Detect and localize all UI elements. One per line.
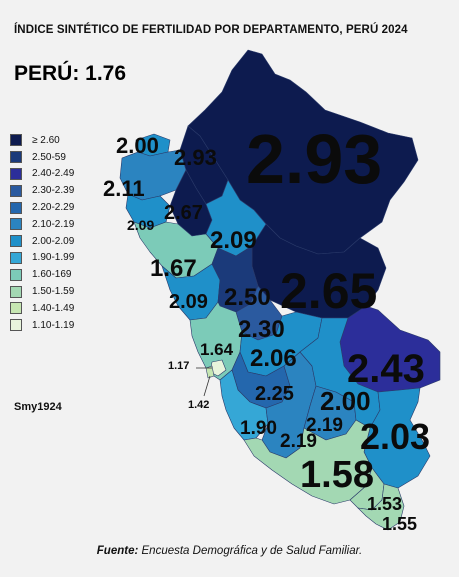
- label-lima-provincias: 1.64: [200, 340, 234, 359]
- legend-label: 1.90-1.99: [32, 252, 75, 264]
- label-huancavelica: 2.25: [255, 383, 294, 405]
- legend-swatch: [10, 235, 22, 248]
- source-prefix: Fuente:: [96, 545, 139, 557]
- legend-item: ≥ 2.60: [10, 132, 74, 149]
- legend-label: 2.10-2.19: [32, 218, 75, 230]
- national-value: PERÚ: 1.76: [14, 62, 127, 85]
- label-huanuco: 2.50: [224, 284, 271, 311]
- legend-item: 1.90-1.99: [10, 250, 74, 267]
- label-ucayali: 2.65: [280, 263, 377, 319]
- label-lima-metropolitana: 1.17: [168, 360, 189, 372]
- legend-item: 2.30-2.39: [10, 182, 74, 199]
- label-ancash: 2.09: [169, 291, 208, 313]
- label-piura: 2.11: [103, 176, 145, 201]
- label-callao: 1.42: [188, 399, 209, 411]
- region-callao: [205, 365, 215, 379]
- legend-item: 2.00-2.09: [10, 233, 74, 250]
- legend-swatch: [10, 167, 22, 180]
- legend-label: ≥ 2.60: [32, 134, 60, 146]
- legend-item: 2.20-2.29: [10, 199, 74, 216]
- label-cusco: 2.00: [320, 386, 371, 416]
- legend-swatch: [10, 134, 22, 147]
- label-amazonas: 2.93: [174, 145, 217, 170]
- label-apurimac: 2.19: [306, 415, 343, 436]
- label-ayacucho: 2.19: [280, 431, 317, 452]
- legend-label: 2.50-59: [32, 151, 66, 163]
- legend-swatch: [10, 184, 22, 197]
- legend-item: 2.10-2.19: [10, 216, 74, 233]
- legend-label: 1.60-169: [32, 269, 72, 281]
- region-san-martin: [205, 179, 267, 257]
- legend: ≥ 2.60 2.50-59 2.40-2.49 2.30-2.39 2.20-2.29…: [10, 132, 74, 334]
- source-note: Fuente: Encuesta Demográfica y de Salud …: [0, 545, 459, 557]
- label-tacna: 1.55: [382, 514, 417, 534]
- legend-swatch: [10, 251, 22, 264]
- region-ica: [219, 369, 269, 441]
- legend-label: 2.20-2.29: [32, 202, 75, 214]
- legend-item: 1.50-1.59: [10, 283, 74, 300]
- leader-callao: [203, 375, 211, 397]
- label-junin: 2.06: [250, 345, 297, 372]
- label-arequipa: 1.58: [300, 454, 374, 496]
- label-san-martin: 2.09: [210, 227, 257, 254]
- legend-swatch: [10, 268, 22, 281]
- source-text: Encuesta Demográfica y de Salud Familiar…: [141, 545, 363, 557]
- label-ica: 1.90: [240, 418, 277, 439]
- label-pasco: 2.30: [238, 316, 285, 343]
- author-credit: Smy1924: [14, 401, 62, 413]
- label-tumbes: 2.00: [116, 133, 159, 158]
- legend-swatch: [10, 201, 22, 214]
- label-puno: 2.03: [360, 416, 430, 457]
- legend-item: 1.40-1.49: [10, 300, 74, 317]
- label-cajamarca: 2.67: [164, 202, 203, 224]
- legend-label: 1.40-1.49: [32, 302, 75, 314]
- region-arequipa: [243, 419, 373, 505]
- legend-swatch: [10, 151, 22, 164]
- legend-label: 2.40-2.49: [32, 168, 75, 180]
- legend-item: 1.10-1.19: [10, 317, 74, 334]
- legend-swatch: [10, 218, 22, 231]
- label-loreto: 2.93: [246, 120, 382, 198]
- legend-label: 2.00-2.09: [32, 235, 75, 247]
- map-title: ÍNDICE SINTÉTICO DE FERTILIDAD POR DEPAR…: [14, 24, 408, 36]
- legend-item: 2.40-2.49: [10, 166, 74, 183]
- legend-swatch: [10, 285, 22, 298]
- legend-label: 1.50-1.59: [32, 286, 75, 298]
- legend-item: 1.60-169: [10, 266, 74, 283]
- legend-swatch: [10, 319, 22, 332]
- region-tacna: [357, 483, 405, 531]
- legend-item: 2.50-59: [10, 149, 74, 166]
- label-moquegua: 1.53: [367, 494, 402, 514]
- label-madre-de-dios: 2.43: [347, 347, 425, 391]
- label-lambayeque: 2.09: [127, 217, 154, 233]
- legend-label: 2.30-2.39: [32, 185, 75, 197]
- legend-label: 1.10-1.19: [32, 319, 75, 331]
- legend-swatch: [10, 302, 22, 315]
- label-la-libertad: 1.67: [150, 255, 197, 282]
